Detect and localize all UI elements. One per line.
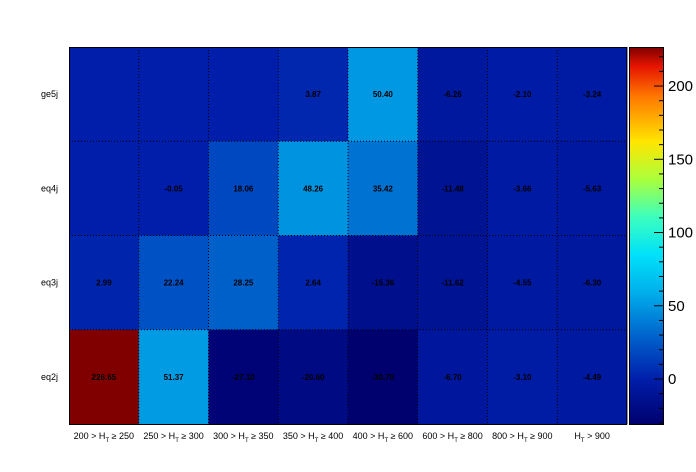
x-tick-label: 800 > HT ≥ 900 bbox=[492, 431, 552, 444]
colorbar-tick-label: 0 bbox=[668, 371, 676, 388]
heatmap-cell bbox=[208, 141, 279, 236]
heatmap-cell bbox=[417, 47, 488, 142]
heatmap-cell bbox=[278, 235, 349, 331]
x-tick-label: 350 > HT ≥ 400 bbox=[283, 431, 343, 444]
heatmap-cell bbox=[208, 329, 279, 425]
cell-value-label: 51.37 bbox=[164, 373, 185, 382]
y-tick-label: eq2j bbox=[41, 372, 58, 382]
cell-value-label: 3.87 bbox=[305, 90, 321, 99]
heatmap-cell bbox=[69, 141, 140, 236]
heatmap-cell bbox=[417, 329, 488, 425]
cell-value-label: -4.55 bbox=[513, 279, 532, 288]
cell-value-label: -30.70 bbox=[372, 373, 395, 382]
heatmap-cell bbox=[208, 235, 279, 331]
heatmap-cell bbox=[278, 329, 349, 425]
y-axis-labels: ge5j eq4j eq3j eq2j bbox=[41, 89, 58, 382]
heatmap-cell bbox=[487, 47, 558, 142]
heatmap-cell bbox=[69, 329, 140, 425]
heatmap-cell bbox=[557, 47, 628, 142]
cell-value-label: 226.65 bbox=[92, 373, 117, 382]
cell-value-label: -5.63 bbox=[583, 184, 602, 193]
plot-frame bbox=[69, 47, 627, 425]
cell-value-label: -4.49 bbox=[583, 373, 602, 382]
y-tick-label: ge5j bbox=[41, 89, 58, 99]
colorbar-tick-label: 50 bbox=[668, 298, 685, 315]
cell-value-label: 28.25 bbox=[233, 279, 254, 288]
heatmap-cell bbox=[557, 235, 628, 331]
heatmap-cell bbox=[278, 47, 349, 142]
cell-value-label: -6.26 bbox=[444, 90, 463, 99]
x-tick-label: 400 > HT ≥ 600 bbox=[353, 431, 413, 444]
heatmap-cell bbox=[417, 235, 488, 331]
cell-value-label: -27.10 bbox=[232, 373, 255, 382]
cell-value-label: -11.62 bbox=[442, 279, 465, 288]
cell-value-label: 22.24 bbox=[164, 279, 185, 288]
heatmap-cell bbox=[348, 47, 419, 142]
x-tick-label: 300 > HT ≥ 350 bbox=[213, 431, 273, 444]
colorbar-tick-label: 150 bbox=[668, 151, 693, 168]
heatmap-cell bbox=[348, 329, 419, 425]
cell-value-label: 48.26 bbox=[303, 184, 324, 193]
x-tick-label: HT > 900 bbox=[574, 431, 609, 444]
y-tick-label: eq3j bbox=[41, 278, 58, 288]
cell-value-label: -3.10 bbox=[513, 373, 532, 382]
cell-value-label: -3.24 bbox=[583, 90, 602, 99]
cell-value-label: -3.66 bbox=[513, 184, 532, 193]
heatmap-cell bbox=[487, 235, 558, 331]
colorbar-tick-label: 100 bbox=[668, 225, 693, 242]
cell-value-label: -0.05 bbox=[165, 184, 184, 193]
cell-value-label: 18.06 bbox=[233, 184, 254, 193]
heatmap-cell bbox=[138, 47, 209, 142]
x-tick-label: 250 > HT ≥ 300 bbox=[143, 431, 203, 444]
cell-value-label: -6.30 bbox=[583, 279, 602, 288]
cell-value-label: 35.42 bbox=[373, 184, 394, 193]
heatmap-cell bbox=[138, 141, 209, 236]
heatmap-cell bbox=[557, 141, 628, 236]
heatmap-cells bbox=[69, 47, 628, 425]
heatmap-cell bbox=[487, 141, 558, 236]
cell-value-label: -6.70 bbox=[444, 373, 463, 382]
cell-value-labels: 3.87 50.40 -6.26 -2.10 -3.24 -0.05 18.06 48.26 3… bbox=[92, 90, 602, 382]
x-tick-label: 200 > HT ≥ 250 bbox=[74, 431, 134, 444]
heatmap-cell bbox=[138, 235, 209, 331]
heatmap-cell bbox=[348, 141, 419, 236]
colorbar-gradient bbox=[629, 47, 664, 425]
cell-value-label: 2.99 bbox=[96, 279, 112, 288]
heatmap-cell bbox=[557, 329, 628, 425]
cell-value-label: 50.40 bbox=[373, 90, 394, 99]
heatmap-cell bbox=[69, 235, 140, 331]
colorbar-ticks: 0 50 100 150 200 bbox=[654, 56, 693, 424]
colorbar-tick-label: 200 bbox=[668, 78, 693, 95]
heatmap-cell bbox=[278, 141, 349, 236]
heatmap-cell bbox=[348, 235, 419, 331]
colorbar: 0 50 100 150 200 bbox=[629, 47, 693, 425]
cell-value-label: -20.60 bbox=[302, 373, 325, 382]
heatmap-cell bbox=[69, 47, 140, 142]
x-tick-label: 600 > HT ≥ 800 bbox=[422, 431, 482, 444]
heatmap-cell bbox=[487, 329, 558, 425]
heatmap-cell bbox=[208, 47, 279, 142]
cell-value-label: 2.64 bbox=[305, 279, 321, 288]
cell-value-label: -15.36 bbox=[372, 279, 395, 288]
x-axis-labels: 200 > HT ≥ 250 250 > HT ≥ 300 300 > HT ≥ 3… bbox=[74, 431, 610, 444]
cell-value-label: -2.10 bbox=[513, 90, 532, 99]
heatmap-cell bbox=[417, 141, 488, 236]
heatmap-cell bbox=[138, 329, 209, 425]
cell-value-label: -11.48 bbox=[442, 184, 465, 193]
heatmap-grid bbox=[69, 47, 627, 424]
y-tick-label: eq4j bbox=[41, 183, 58, 193]
